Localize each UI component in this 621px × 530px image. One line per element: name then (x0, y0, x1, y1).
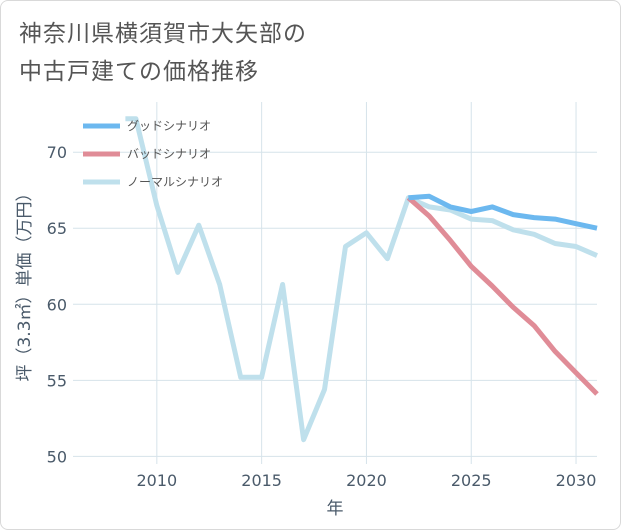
series-lines (125, 116, 599, 443)
x-tick-label: 2030 (556, 471, 597, 490)
y-axis-ticks: 50 55 60 65 70 (47, 143, 67, 466)
y-tick-label: 70 (47, 143, 67, 162)
x-tick-label: 2020 (346, 471, 387, 490)
x-tick-label: 2015 (241, 471, 282, 490)
chart-title-line-2: 中古戸建ての価格推移 (19, 59, 259, 85)
grid-lines (73, 102, 597, 464)
y-tick-label: 55 (47, 371, 67, 390)
legend-label: ノーマルシナリオ (127, 175, 223, 189)
y-tick-label: 50 (47, 447, 67, 466)
plot-background (73, 102, 597, 464)
x-axis-title: 年 (327, 499, 344, 519)
chart-title-line-1: 神奈川県横須賀市大矢部の (19, 21, 307, 47)
x-tick-label: 2010 (136, 471, 177, 490)
x-tick-label: 2025 (451, 471, 492, 490)
y-tick-label: 60 (47, 295, 67, 314)
legend-label: バッドシナリオ (127, 147, 211, 161)
x-axis-ticks: 2010 2015 2020 2025 2030 (136, 471, 596, 490)
series-line-2 (125, 116, 598, 443)
chart-title: 神奈川県横須賀市大矢部の 中古戸建ての価格推移 (19, 15, 307, 91)
legend-label: グッドシナリオ (127, 119, 211, 133)
series-line-0 (408, 193, 598, 231)
y-tick-label: 65 (47, 219, 67, 238)
y-axis-title: 坪（3.3㎡）単価（万円） (15, 184, 35, 381)
series-line-1 (406, 195, 599, 396)
plot-area (73, 102, 599, 464)
